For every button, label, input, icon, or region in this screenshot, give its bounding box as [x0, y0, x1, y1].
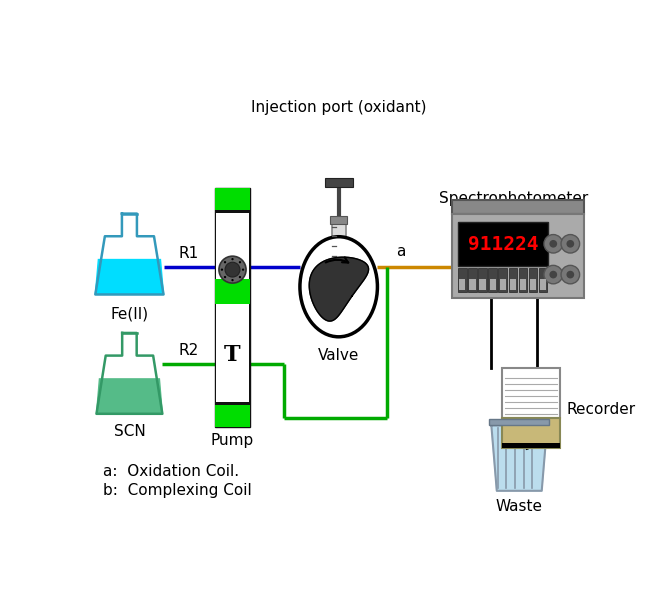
Bar — [452, 200, 583, 213]
Circle shape — [225, 262, 240, 277]
Text: R1: R1 — [179, 246, 199, 260]
Text: b: b — [458, 244, 467, 259]
Bar — [508, 269, 517, 292]
Bar — [488, 269, 497, 292]
Bar — [468, 269, 477, 292]
Polygon shape — [309, 257, 368, 321]
Circle shape — [221, 269, 223, 271]
Text: 911224: 911224 — [467, 235, 538, 254]
Bar — [539, 269, 547, 292]
Bar — [489, 419, 549, 425]
Bar — [478, 269, 487, 292]
Circle shape — [561, 265, 579, 284]
Bar — [215, 406, 251, 427]
Circle shape — [231, 258, 234, 260]
Bar — [458, 269, 467, 292]
Bar — [215, 188, 251, 427]
Bar — [216, 213, 249, 402]
Circle shape — [224, 261, 226, 263]
Text: Valve: Valve — [318, 348, 359, 364]
Circle shape — [239, 276, 241, 278]
Text: b:  Complexing Coil: b: Complexing Coil — [103, 483, 252, 498]
Bar — [332, 218, 346, 310]
Bar — [490, 279, 496, 290]
Text: T: T — [224, 344, 241, 366]
Bar — [469, 279, 475, 290]
Ellipse shape — [300, 237, 378, 337]
Circle shape — [566, 271, 574, 279]
Text: Spectrophotometer: Spectrophotometer — [439, 191, 589, 206]
Bar — [502, 368, 560, 417]
Text: a:  Oxidation Coil.: a: Oxidation Coil. — [103, 464, 239, 479]
Text: SCN: SCN — [113, 424, 145, 439]
Circle shape — [219, 256, 246, 283]
Bar — [458, 222, 547, 266]
Bar — [502, 443, 560, 448]
Circle shape — [561, 235, 579, 253]
Circle shape — [239, 261, 241, 263]
Bar — [459, 279, 465, 290]
Bar — [499, 269, 507, 292]
Bar — [530, 279, 536, 290]
Circle shape — [544, 265, 562, 284]
Bar — [325, 178, 353, 187]
Polygon shape — [492, 425, 547, 491]
Polygon shape — [96, 379, 162, 414]
Bar — [502, 417, 560, 448]
Circle shape — [224, 276, 226, 278]
Polygon shape — [95, 260, 163, 295]
Bar — [500, 279, 506, 290]
Text: a: a — [396, 244, 406, 259]
Circle shape — [242, 269, 244, 271]
Circle shape — [549, 240, 557, 248]
Text: Waste: Waste — [496, 499, 543, 514]
Circle shape — [544, 235, 562, 253]
Circle shape — [549, 271, 557, 279]
Bar — [452, 213, 583, 298]
Bar — [540, 279, 546, 290]
Text: Fe(II): Fe(II) — [111, 306, 148, 321]
Circle shape — [566, 240, 574, 248]
Bar — [529, 269, 537, 292]
Text: Injection port (oxidant): Injection port (oxidant) — [251, 100, 426, 116]
Text: Pump: Pump — [211, 433, 254, 448]
Bar — [215, 188, 251, 210]
Text: Recorder: Recorder — [566, 403, 635, 417]
Bar — [520, 279, 526, 290]
Text: R2: R2 — [178, 343, 199, 358]
Bar — [510, 279, 516, 290]
Bar — [330, 216, 347, 224]
Bar — [519, 269, 527, 292]
Bar — [479, 279, 486, 290]
Circle shape — [231, 279, 234, 281]
Bar — [215, 279, 251, 304]
